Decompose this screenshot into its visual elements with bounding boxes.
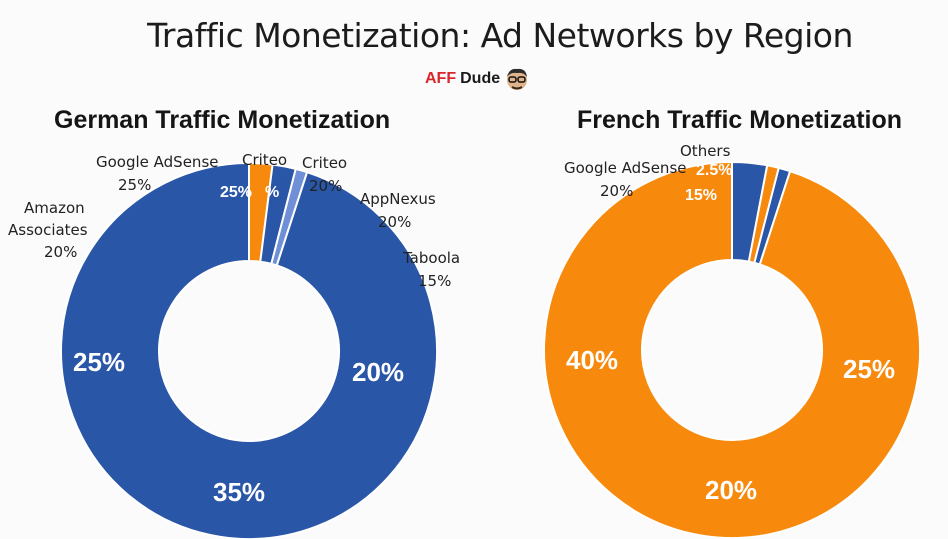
dude-avatar-icon xyxy=(507,68,528,90)
german-inside-label-3: 25% xyxy=(73,347,125,377)
french-inside-label-3: 40% xyxy=(566,345,618,375)
german-label-taboola: Taboola xyxy=(402,249,460,267)
german-label-google-adsense-pct: 25% xyxy=(118,176,151,194)
german-label-appnexus-pct: 20% xyxy=(378,213,411,231)
french-inside-label-2: 15% xyxy=(685,187,717,204)
german-label-amazon-pct: 20% xyxy=(44,243,77,261)
german-label-criteo-b: Criteo xyxy=(302,154,347,172)
german-label-associates: Associates xyxy=(8,221,88,239)
german-inside-label-1: 25% xyxy=(220,184,252,201)
german-label-amazon: Amazon xyxy=(24,199,85,217)
german-label-taboola-pct: 15% xyxy=(418,272,451,290)
french-chart-title: French Traffic Monetization xyxy=(577,106,903,134)
german-label-google-adsense: Google AdSense xyxy=(96,153,218,171)
brand-aff-text: AFF xyxy=(425,70,457,87)
french-inside-label-4: 25% xyxy=(843,354,895,384)
brand-logo: AFF Dude xyxy=(425,66,530,92)
french-label-google-adsense: Google AdSense xyxy=(564,159,686,177)
german-inside-label-5: 35% xyxy=(213,477,265,507)
german-slice-4 xyxy=(60,161,438,539)
german-chart-title: German Traffic Monetization xyxy=(54,106,391,134)
german-inside-label-2: % xyxy=(265,184,279,201)
brand-dude-text: Dude xyxy=(460,70,501,87)
german-donut xyxy=(60,161,438,539)
french-label-google-adsense-pct: 20% xyxy=(600,182,633,200)
french-inside-label-1: 2.5% xyxy=(696,162,732,179)
french-donut xyxy=(543,160,921,539)
page-title: Traffic Monetization: Ad Networks by Reg… xyxy=(147,16,853,55)
french-slice-4 xyxy=(543,160,921,539)
french-label-others: Others xyxy=(680,142,731,160)
french-inside-label-5: 20% xyxy=(705,475,757,505)
german-label-appnexus: AppNexus xyxy=(360,190,436,208)
german-label-criteo-b-pct: 20% xyxy=(309,177,342,195)
german-label-criteo-a: Criteo xyxy=(242,151,287,169)
german-inside-label-4: 20% xyxy=(352,357,404,387)
